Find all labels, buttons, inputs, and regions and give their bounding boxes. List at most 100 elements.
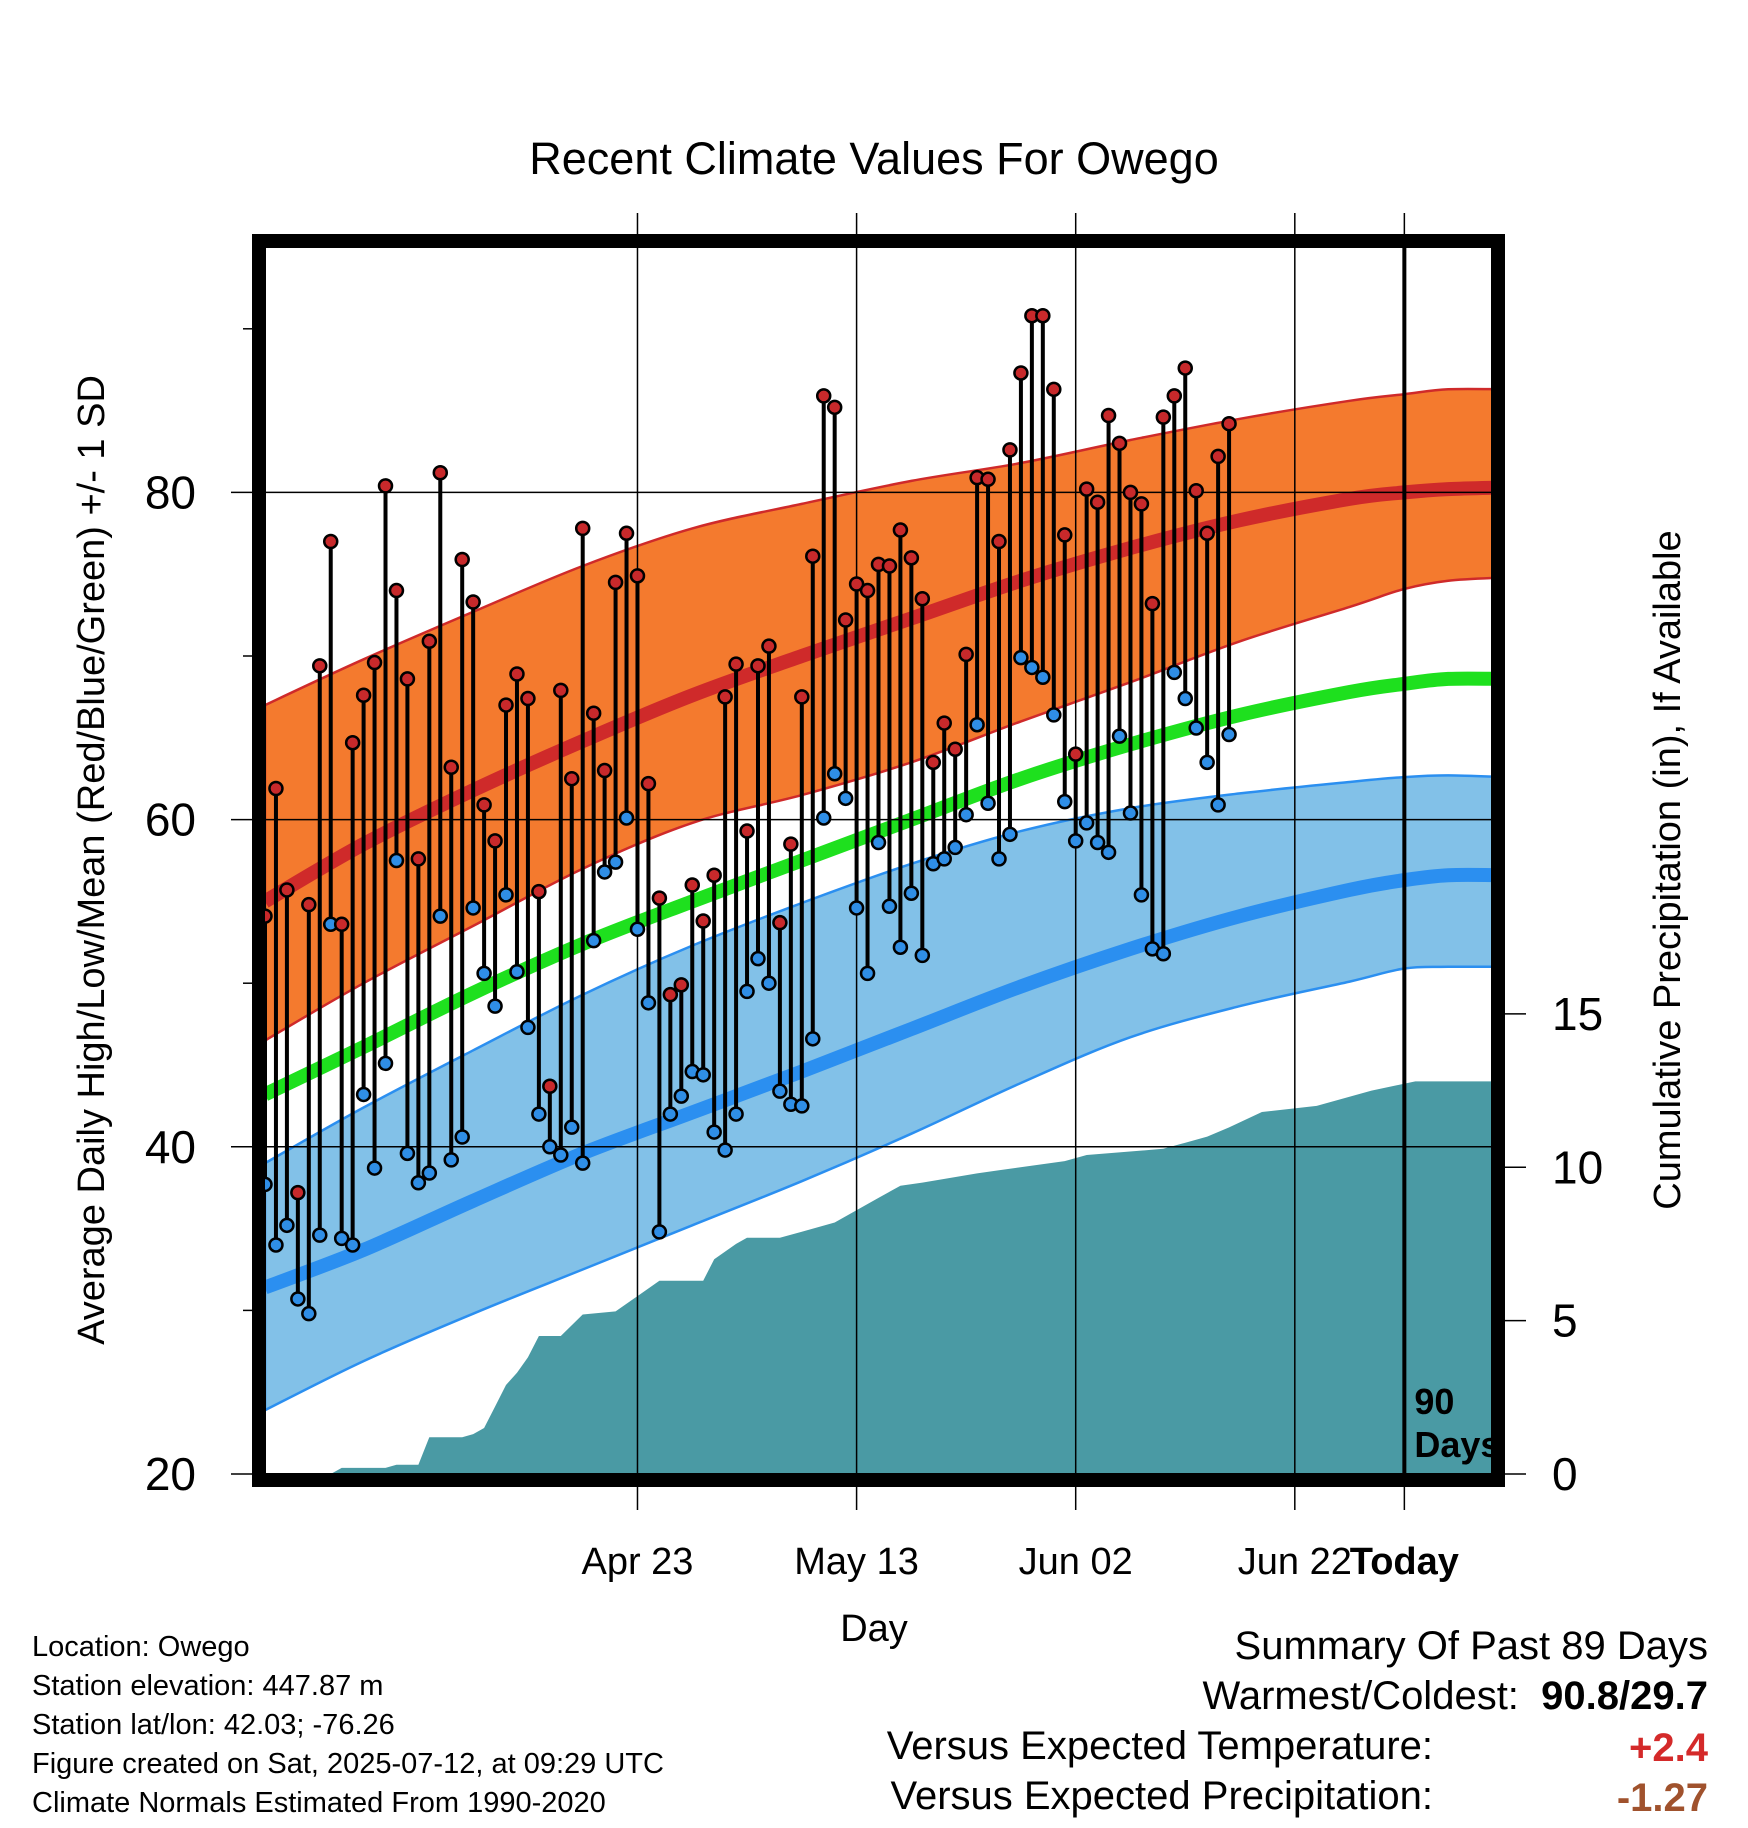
daily-high-point <box>1122 484 1139 501</box>
daily-high-point <box>1035 307 1051 324</box>
daily-high-point <box>1365 0 1378 7</box>
daily-high-point <box>1144 595 1161 612</box>
daily-high-point <box>322 533 339 550</box>
daily-high-point <box>1310 0 1323 7</box>
daily-low-point <box>487 998 503 1014</box>
x-tick-label: Apr 23 <box>581 1541 693 1583</box>
daily-low-point <box>1266 0 1279 7</box>
daily-low-point <box>553 1147 569 1163</box>
daily-low-point <box>1343 0 1356 7</box>
daily-low-point <box>881 898 898 915</box>
daily-high-point <box>1002 442 1018 458</box>
normal-low-line <box>265 867 1492 1295</box>
daily-high-point <box>465 594 481 610</box>
daily-high-point <box>783 836 799 852</box>
daily-low-point <box>333 1230 350 1247</box>
daily-high-point <box>958 646 974 663</box>
daily-low-point <box>301 1305 317 1322</box>
daily-low-point <box>673 1088 690 1104</box>
daily-low-point <box>695 1067 711 1083</box>
daily-low-point <box>1177 690 1193 707</box>
normals-period: Climate Normals Estimated From 1990-2020 <box>32 1787 606 1819</box>
y-axis-label: Average Daily High/Low/Mean (Red/Blue/Gr… <box>71 375 113 1345</box>
daily-low-point <box>794 1098 810 1114</box>
daily-high-point <box>344 734 361 751</box>
daily-high-point <box>717 689 733 705</box>
daily-low-point <box>662 1106 679 1122</box>
daily-low-point <box>1024 659 1040 676</box>
daily-high-point <box>1343 0 1356 7</box>
daily-low-point <box>399 1145 416 1162</box>
daily-high-point <box>815 388 832 404</box>
daily-low-point <box>903 885 920 901</box>
daily-high-point <box>564 770 580 787</box>
daily-low-point <box>837 790 854 807</box>
daily-high-point <box>848 576 865 592</box>
daily-high-point <box>706 867 722 883</box>
coldest-value: 29.7 <box>1630 1674 1708 1718</box>
daily-high-point <box>772 914 788 931</box>
daily-low-point <box>268 1237 284 1253</box>
daily-high-point <box>728 656 744 672</box>
daily-low-point <box>1299 0 1312 7</box>
station-location: Location: Owego <box>32 1631 250 1663</box>
daily-low-point <box>750 950 766 967</box>
daily-low-point <box>1013 649 1029 666</box>
precip-anomaly-value: -1.27 <box>1616 1776 1708 1820</box>
daily-high-point <box>1078 481 1095 497</box>
daily-low-point <box>1046 707 1062 723</box>
daily-low-point <box>344 1237 361 1253</box>
y2-tick-label: 0 <box>1552 1448 1578 1500</box>
daily-high-point <box>520 690 536 707</box>
daily-low-point <box>574 1155 591 1171</box>
x-axis-label: Day <box>840 1608 908 1650</box>
daily-high-point <box>366 654 383 671</box>
daily-low-point <box>607 854 624 870</box>
precipitation-area <box>265 1081 1492 1474</box>
y-tick-label: 40 <box>145 1121 196 1173</box>
daily-low-point <box>640 995 657 1011</box>
daily-low-point <box>1002 826 1018 843</box>
daily-high-point <box>1056 527 1073 543</box>
daily-low-point <box>585 932 602 949</box>
warm-cold-separator: / <box>1619 1674 1631 1718</box>
x-tick-label: Today <box>1350 1541 1459 1583</box>
daily-high-point <box>761 638 777 654</box>
daily-high-point <box>399 671 416 687</box>
daily-high-point <box>301 896 317 913</box>
daily-high-point <box>859 582 876 599</box>
daily-low-point <box>848 900 865 916</box>
daily-high-point <box>388 582 405 599</box>
daily-high-point <box>585 705 602 722</box>
daily-high-point <box>991 533 1007 550</box>
daily-low-point <box>870 834 887 851</box>
x-tick-label: May 13 <box>794 1541 919 1583</box>
daily-high-point <box>542 1078 558 1095</box>
daily-high-point <box>629 568 646 584</box>
daily-high-point <box>1255 0 1268 7</box>
daily-high-point <box>1299 0 1312 7</box>
daily-high-point <box>1376 0 1389 7</box>
daily-low-point <box>980 795 996 811</box>
daily-low-point <box>1244 0 1257 7</box>
daily-low-point <box>1332 0 1345 7</box>
daily-low-point <box>936 851 952 867</box>
daily-high-point <box>1277 0 1290 7</box>
daily-high-point <box>607 574 624 591</box>
daily-low-point <box>596 864 613 880</box>
summary-warm-cold-row: Warmest/Coldest: 90.8/29.7 <box>1203 1676 1708 1716</box>
daily-high-point <box>903 550 920 566</box>
temp-anomaly-label: Versus Expected Temperature: <box>886 1724 1433 1768</box>
y2-tick-label: 5 <box>1552 1295 1578 1347</box>
daily-low-point <box>958 806 974 823</box>
daily-low-point <box>465 900 481 916</box>
daily-low-point <box>761 975 777 991</box>
daily-high-point <box>476 797 492 813</box>
daily-high-point <box>265 908 273 924</box>
temp-anomaly-value: +2.4 <box>1629 1726 1708 1770</box>
daily-high-point <box>1221 415 1237 432</box>
daily-low-point <box>1288 0 1301 7</box>
y-tick-label: 80 <box>145 466 196 518</box>
daily-high-point <box>662 986 679 1003</box>
daily-high-point <box>1067 746 1084 762</box>
